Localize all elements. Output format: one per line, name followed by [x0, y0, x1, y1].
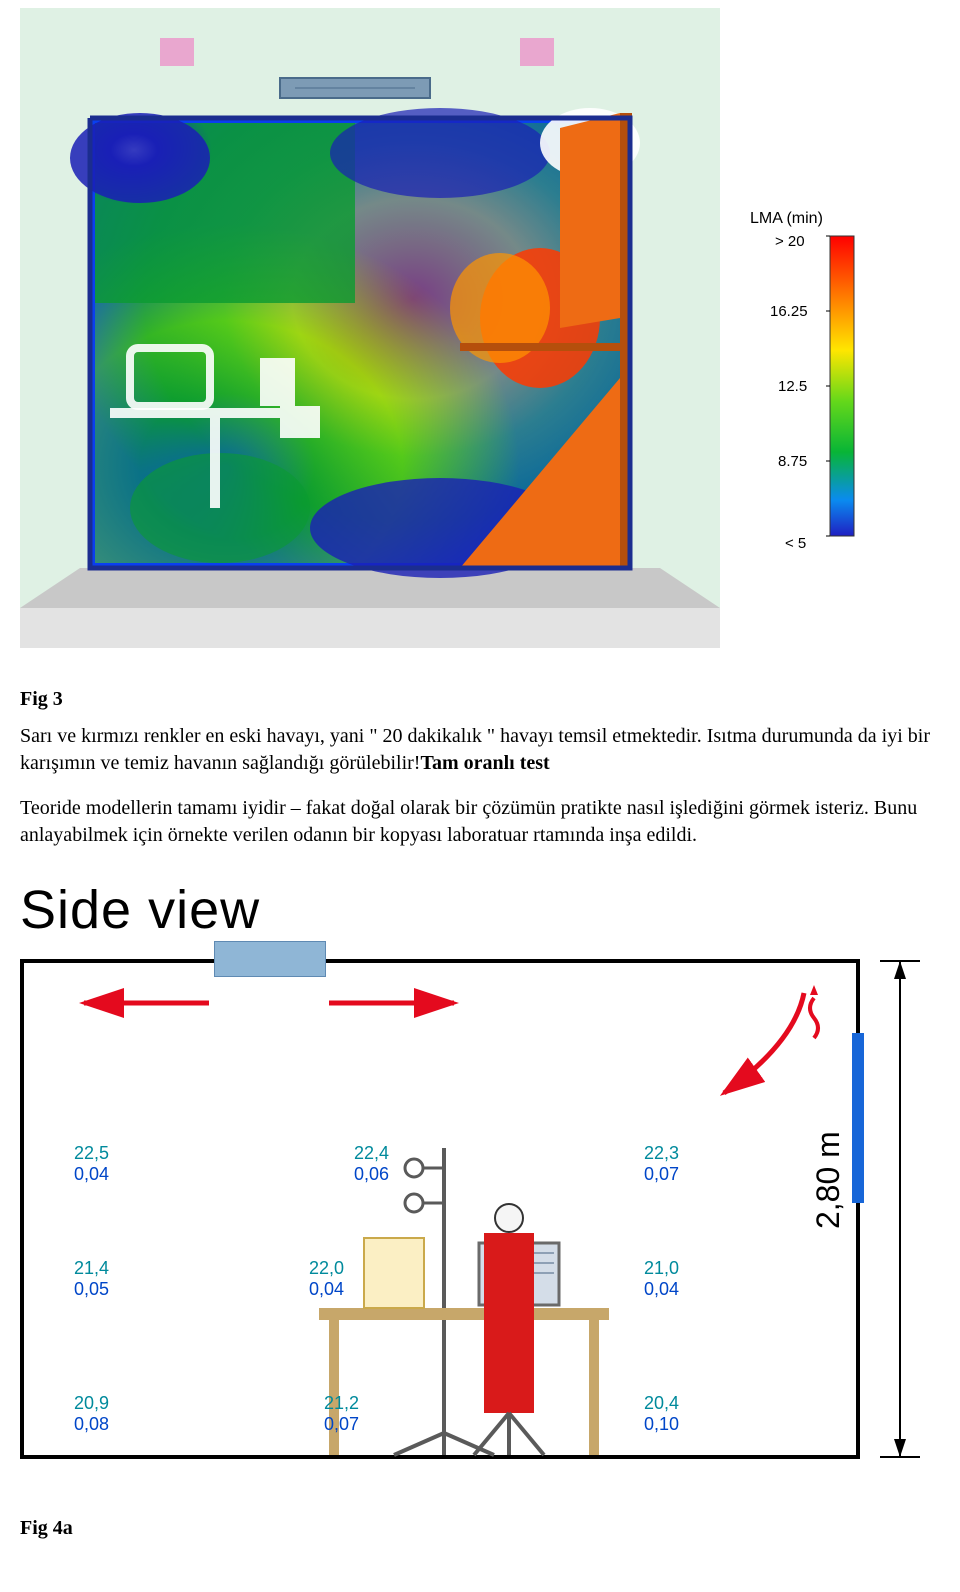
- scale-bottom-label: < 5: [785, 535, 806, 552]
- figure-4: 22,50,04 22,40,06 22,30,07 21,40,05 22,0…: [20, 959, 940, 1489]
- fig4-title: Side view: [20, 879, 940, 941]
- fig3-label: Fig 3: [20, 688, 940, 711]
- figure-3: LMA (min) > 20 16.25 12.5 8.75 < 5: [20, 8, 940, 668]
- fig4-meas-5: 22,00,04: [309, 1258, 344, 1299]
- fig4-meas-2: 22,40,06: [354, 1143, 389, 1184]
- scale-top-label: > 20: [775, 233, 805, 250]
- fig4-meas-4: 21,40,05: [74, 1258, 109, 1299]
- fig3-colorscale: LMA (min) > 20 16.25 12.5 8.75 < 5: [750, 208, 940, 568]
- body-paragraph-2: Teoride modellerin tamamı iyidir – fakat…: [20, 795, 940, 849]
- fig4-room-outline: 22,50,04 22,40,06 22,30,07 21,40,05 22,0…: [20, 959, 860, 1459]
- scale-tick: 8.75: [778, 453, 807, 470]
- body-paragraph-1: Sarı ve kırmızı renkler en eski havayı, …: [20, 723, 940, 777]
- fig4-box: [364, 1238, 424, 1308]
- fig4-dummy-head: [495, 1204, 523, 1232]
- fig4-meas-1: 22,50,04: [74, 1143, 109, 1184]
- fig4-meas-3: 22,30,07: [644, 1143, 679, 1184]
- scale-title: LMA (min): [750, 210, 823, 227]
- fig3-ceiling-marker: [520, 38, 554, 66]
- fig4-meas-9: 20,40,10: [644, 1393, 679, 1434]
- fig4-label: Fig 4a: [20, 1517, 940, 1540]
- fig4-meas-7: 20,90,08: [74, 1393, 109, 1434]
- scale-tick: 16.25: [770, 303, 808, 320]
- fig4-height-label: 2,80 m: [810, 1189, 960, 1229]
- fig4-dummy-body: [484, 1233, 534, 1413]
- fig4-sensor: [405, 1194, 423, 1212]
- fig4-overlay-svg: [24, 963, 856, 1455]
- fig4-sensor: [405, 1159, 423, 1177]
- fig4-arrow-curve: [724, 993, 804, 1093]
- fig4-heat-squiggle: [810, 998, 818, 1038]
- scale-tick: 12.5: [778, 378, 807, 395]
- fig3-ceiling-marker: [160, 38, 194, 66]
- fig4-meas-8: 21,20,07: [324, 1393, 359, 1434]
- fig4-radiator: [852, 1033, 864, 1203]
- fig4-desk-top: [319, 1308, 609, 1320]
- fig3-cabinet-upper: [560, 113, 620, 328]
- p1-text-b: Tam oranlı test: [420, 752, 549, 774]
- fig3-scene-svg: [20, 8, 720, 648]
- fig4-meas-6: 21,00,04: [644, 1258, 679, 1299]
